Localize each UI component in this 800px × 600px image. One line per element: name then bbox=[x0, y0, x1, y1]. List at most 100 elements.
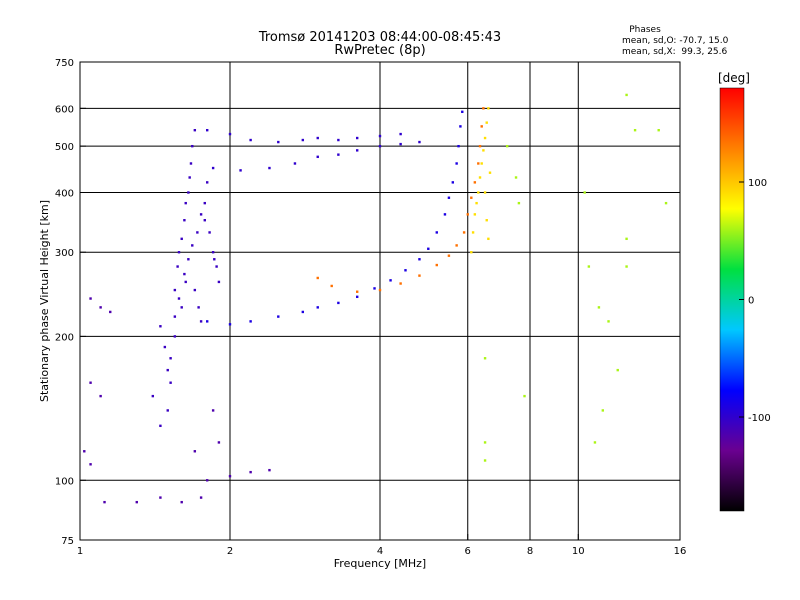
scatter-point bbox=[228, 474, 232, 478]
y-tick-label: 75 bbox=[61, 536, 74, 547]
scatter-point bbox=[301, 310, 305, 314]
scatter-point bbox=[159, 496, 162, 499]
scatter-point bbox=[217, 441, 221, 444]
scatter-point bbox=[399, 142, 402, 146]
scatter-point bbox=[625, 93, 628, 97]
scatter-point bbox=[593, 441, 597, 444]
scatter-point bbox=[228, 132, 232, 136]
x-tick-label: 4 bbox=[377, 546, 383, 557]
scatter-point bbox=[180, 500, 183, 504]
scatter-point bbox=[199, 320, 203, 323]
scatter-point bbox=[475, 201, 478, 205]
scatter-point bbox=[191, 244, 194, 247]
scatter-point bbox=[277, 315, 280, 318]
scatter-point bbox=[477, 162, 480, 165]
colorbar-tick-label: -100 bbox=[748, 413, 771, 424]
x-tick-label: 10 bbox=[572, 546, 585, 557]
scatter-point bbox=[633, 128, 637, 132]
y-tick-label: 600 bbox=[55, 104, 74, 115]
scatter-point bbox=[184, 280, 187, 284]
scatter-point bbox=[203, 219, 206, 222]
scatter-point bbox=[197, 306, 200, 309]
scatter-point bbox=[378, 288, 382, 292]
scatter-point bbox=[455, 162, 458, 165]
scatter-point bbox=[418, 258, 421, 261]
scatter-point bbox=[188, 176, 191, 179]
scatter-point bbox=[483, 459, 487, 462]
scatter-point bbox=[488, 171, 492, 174]
y-tick-label: 400 bbox=[55, 188, 74, 199]
scatter-point bbox=[597, 306, 601, 309]
scatter-point bbox=[482, 107, 485, 110]
scatter-point bbox=[447, 254, 451, 257]
scatter-point bbox=[189, 162, 193, 165]
phases-title: Phases bbox=[629, 25, 661, 35]
scatter-point bbox=[514, 176, 518, 179]
scatter-point bbox=[217, 280, 221, 284]
scatter-point bbox=[205, 479, 209, 482]
scatter-point bbox=[657, 128, 660, 132]
scatter-point bbox=[487, 107, 490, 110]
axis-ticks: 1 2 4 6 8 10 16 75 100 200 300 400 500 600 750 bbox=[55, 58, 686, 557]
scatter-point bbox=[193, 288, 197, 292]
scatter-point bbox=[277, 140, 280, 144]
scatter-point bbox=[176, 265, 179, 268]
scatter-point bbox=[215, 265, 218, 268]
scatter-point bbox=[427, 247, 430, 250]
scatter-point bbox=[180, 237, 183, 241]
scatter-point bbox=[523, 394, 526, 398]
scatter-point bbox=[169, 357, 172, 360]
y-tick-label: 500 bbox=[55, 142, 74, 153]
y-tick-label: 200 bbox=[55, 332, 74, 343]
scatter-point bbox=[316, 306, 319, 309]
scatter-point bbox=[249, 470, 252, 474]
scatter-point bbox=[461, 110, 464, 114]
scatter-point bbox=[480, 162, 483, 165]
scatter-point bbox=[199, 496, 203, 499]
scatter-point bbox=[330, 284, 333, 288]
scatter-point bbox=[373, 287, 376, 290]
scatter-point bbox=[163, 345, 167, 349]
scatter-point bbox=[316, 155, 319, 159]
scatter-point bbox=[487, 237, 490, 241]
scatter-point bbox=[213, 258, 216, 261]
scatter-point bbox=[199, 213, 203, 216]
scatter-point bbox=[268, 166, 271, 170]
scatter-point bbox=[205, 181, 209, 184]
phases-line-x: mean, sd,X: 99.3, 25.6 bbox=[622, 47, 728, 57]
scatter-point bbox=[268, 468, 271, 472]
chart-title-line1: Tromsø 20141203 08:44:00-08:45:43 bbox=[258, 30, 501, 45]
colorbar-tick-label: 100 bbox=[748, 178, 767, 189]
plot-frame bbox=[79, 61, 681, 541]
scatter-point bbox=[249, 320, 252, 323]
scatter-point bbox=[355, 149, 359, 152]
scatter-point bbox=[466, 213, 469, 216]
scatter-point bbox=[83, 450, 86, 453]
scatter-point bbox=[404, 269, 407, 272]
scatter-point bbox=[293, 162, 297, 165]
scatter-point bbox=[173, 335, 177, 338]
scatter-point bbox=[184, 201, 187, 205]
scatter-point bbox=[109, 310, 112, 314]
scatter-point bbox=[473, 181, 477, 184]
scatter-point bbox=[193, 128, 197, 132]
scatter-point bbox=[418, 274, 421, 277]
scatter-point bbox=[89, 463, 92, 466]
y-tick-label: 300 bbox=[55, 248, 74, 259]
phases-line-o: mean, sd,O: -70.7, 15.0 bbox=[622, 36, 729, 46]
scatter-point bbox=[89, 381, 92, 384]
scatter-point bbox=[355, 290, 359, 293]
scatter-points bbox=[83, 93, 668, 504]
scatter-point bbox=[193, 450, 197, 453]
y-axis-label: Stationary phase Virtual Height [km] bbox=[38, 200, 51, 402]
scatter-point bbox=[211, 409, 215, 412]
scatter-point bbox=[480, 125, 483, 128]
scatter-point bbox=[166, 368, 169, 372]
scatter-point bbox=[435, 263, 438, 267]
scatter-point bbox=[177, 251, 181, 254]
scatter-point bbox=[187, 258, 190, 261]
scatter-point bbox=[447, 196, 451, 199]
scatter-point bbox=[301, 138, 305, 142]
scatter-point bbox=[151, 394, 155, 398]
